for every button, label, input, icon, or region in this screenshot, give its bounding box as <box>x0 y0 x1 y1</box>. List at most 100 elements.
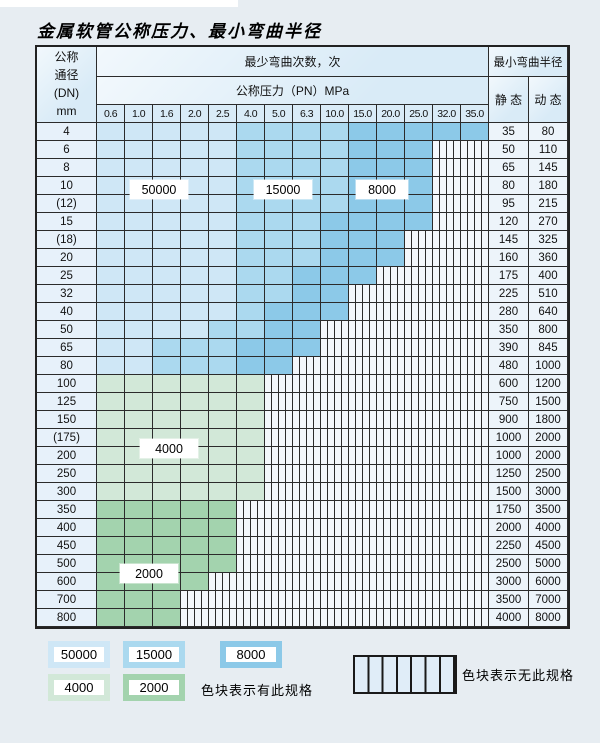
pressure-tick-6.3: 6.3 <box>293 105 321 123</box>
spec-cell <box>237 393 265 411</box>
no-spec-cell <box>349 537 377 555</box>
spec-cell <box>153 123 181 141</box>
no-spec-cell <box>349 303 377 321</box>
spec-cell <box>321 177 349 195</box>
dn-cell-25: 25 <box>37 267 97 285</box>
spec-cell <box>153 321 181 339</box>
spec-cell <box>237 339 265 357</box>
spec-cell <box>265 141 293 159</box>
spec-cell <box>153 519 181 537</box>
header-nominal-pressure: 公称压力（PN）MPa <box>97 77 489 105</box>
spec-cell <box>405 123 433 141</box>
region-label-8000: 8000 <box>356 180 408 199</box>
no-spec-cell <box>461 303 489 321</box>
static-value-10: 80 <box>489 177 529 195</box>
no-spec-cell <box>293 357 321 375</box>
no-spec-cell <box>293 573 321 591</box>
no-spec-cell <box>265 447 293 465</box>
static-value-25: 175 <box>489 267 529 285</box>
dynamic-value-800: 8000 <box>529 609 568 627</box>
spec-cell <box>97 213 125 231</box>
spec-cell <box>181 195 209 213</box>
dynamic-value-200: 2000 <box>529 447 568 465</box>
dn-cell-6: 6 <box>37 141 97 159</box>
spec-cell <box>265 303 293 321</box>
no-spec-cell <box>321 411 349 429</box>
no-spec-cell <box>461 465 489 483</box>
spec-cell <box>97 321 125 339</box>
spec-cell <box>293 195 321 213</box>
spec-cell <box>97 375 125 393</box>
spec-cell <box>97 393 125 411</box>
no-spec-cell <box>405 537 433 555</box>
spec-cell <box>293 285 321 303</box>
dn-cell-15: 15 <box>37 213 97 231</box>
spec-cell <box>181 141 209 159</box>
no-spec-cell <box>293 501 321 519</box>
spec-cell <box>377 213 405 231</box>
spec-cell <box>377 231 405 249</box>
spec-cell <box>209 483 237 501</box>
spec-cell <box>209 231 237 249</box>
spec-cell <box>125 501 153 519</box>
dynamic-value-40: 640 <box>529 303 568 321</box>
dynamic-value-700: 7000 <box>529 591 568 609</box>
no-spec-cell <box>461 195 489 213</box>
no-spec-cell <box>237 573 265 591</box>
spec-cell <box>237 321 265 339</box>
no-spec-cell <box>377 285 405 303</box>
static-value-8: 65 <box>489 159 529 177</box>
spec-cell <box>237 447 265 465</box>
no-spec-cell <box>433 609 461 627</box>
spec-cell <box>377 159 405 177</box>
spec-cell <box>237 411 265 429</box>
no-spec-cell <box>405 393 433 411</box>
static-value-50: 350 <box>489 321 529 339</box>
no-spec-cell <box>377 339 405 357</box>
spec-cell <box>153 303 181 321</box>
no-spec-cell <box>405 519 433 537</box>
spec-cell <box>265 159 293 177</box>
no-spec-cell <box>433 231 461 249</box>
dn-cell-250: 250 <box>37 465 97 483</box>
legend-swatch-2000: 2000 <box>123 674 185 701</box>
no-spec-cell <box>433 285 461 303</box>
no-spec-cell <box>181 609 209 627</box>
static-value-6: 50 <box>489 141 529 159</box>
spec-cell <box>265 321 293 339</box>
spec-cell <box>181 267 209 285</box>
spec-cell <box>125 357 153 375</box>
spec-cell <box>181 231 209 249</box>
spec-cell <box>181 177 209 195</box>
dynamic-value-6: 110 <box>529 141 568 159</box>
no-spec-cell <box>321 591 349 609</box>
spec-cell <box>265 213 293 231</box>
dynamic-value-4: 80 <box>529 123 568 141</box>
spec-cell <box>377 249 405 267</box>
spec-cell <box>153 159 181 177</box>
no-spec-cell <box>461 267 489 285</box>
spec-cell <box>237 285 265 303</box>
no-spec-cell <box>293 483 321 501</box>
spec-cell <box>293 141 321 159</box>
dynamic-value-32: 510 <box>529 285 568 303</box>
spec-cell <box>181 321 209 339</box>
spec-cell <box>349 249 377 267</box>
dynamic-value-8: 145 <box>529 159 568 177</box>
no-spec-cell <box>461 177 489 195</box>
dynamic-value-600: 6000 <box>529 573 568 591</box>
no-spec-cell <box>349 465 377 483</box>
spec-cell <box>181 519 209 537</box>
no-spec-cell <box>321 321 349 339</box>
no-spec-cell <box>433 393 461 411</box>
no-spec-cell <box>349 393 377 411</box>
spec-cell <box>237 303 265 321</box>
no-spec-cell <box>321 375 349 393</box>
no-spec-cell <box>377 537 405 555</box>
no-spec-cell <box>461 141 489 159</box>
spec-cell <box>265 249 293 267</box>
dynamic-value-100: 1200 <box>529 375 568 393</box>
dynamic-value-500: 5000 <box>529 555 568 573</box>
spec-cell <box>237 123 265 141</box>
no-spec-cell <box>377 465 405 483</box>
